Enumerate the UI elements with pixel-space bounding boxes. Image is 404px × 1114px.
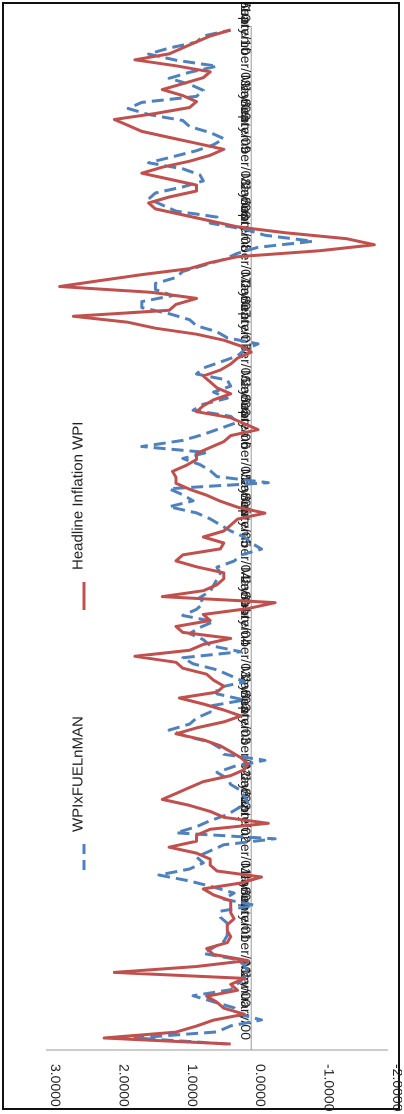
legend: WPIxFUELnMAN Headline Inflation WPI [70, 422, 87, 872]
series-wpixfuelnman-line [126, 28, 315, 1046]
date-tick-label: May/08 [238, 173, 254, 219]
value-axis-ticks: 3.0000 2.0000 1.0000 0.0000 -1.0000 -2.0000 [48, 1064, 402, 1112]
date-tick-label: September/01 [238, 788, 254, 876]
date-tick-label: May/10 [238, 4, 254, 22]
date-tick-label: January/10 [238, 4, 254, 55]
series-layer [58, 28, 376, 1046]
legend-label: Headline Inflation WPI [70, 422, 87, 570]
date-axis-labels: January/00May/00September/00January/01Ma… [238, 4, 254, 1040]
legend-label: WPIxFUELnMAN [70, 716, 87, 832]
date-tick-label: January/04 [238, 577, 254, 646]
date-tick-label: May/09 [238, 75, 254, 121]
date-tick-label: May/07 [238, 272, 254, 318]
line-chart: 3.0000 2.0000 1.0000 0.0000 -1.0000 -2.0000 J… [46, 4, 402, 1112]
date-tick-label: September/06 [238, 295, 254, 383]
date-tick-label: January/09 [238, 84, 254, 153]
date-tick-label: September/04 [238, 492, 254, 580]
date-tick-label: May/03 [238, 666, 254, 712]
series-headline-inflation-line [58, 28, 376, 1046]
date-tick-label: September/09 [238, 4, 254, 88]
value-tick-label: -1.0000 [322, 1064, 338, 1112]
date-tick-label: January/05 [238, 478, 254, 547]
date-tick-label: September/08 [238, 98, 254, 186]
value-tick-label: -2.0000 [390, 1064, 402, 1112]
date-tick-label: January/08 [238, 183, 254, 252]
date-tick-label: January/07 [238, 281, 254, 350]
value-tick-label: 0.0000 [253, 1064, 269, 1107]
value-tick-label: 1.0000 [185, 1064, 201, 1107]
date-tick-label: September/03 [238, 591, 254, 679]
date-tick-label: May/00 [238, 961, 254, 1007]
value-tick-label: 2.0000 [116, 1064, 132, 1107]
date-tick-label: January/03 [238, 675, 254, 744]
date-tick-label: May/02 [238, 764, 254, 810]
value-tick-label: 3.0000 [48, 1064, 64, 1107]
date-tick-label: May/06 [238, 370, 254, 416]
date-tick-label: September/07 [238, 197, 254, 285]
date-tick-label: September/05 [238, 394, 254, 482]
